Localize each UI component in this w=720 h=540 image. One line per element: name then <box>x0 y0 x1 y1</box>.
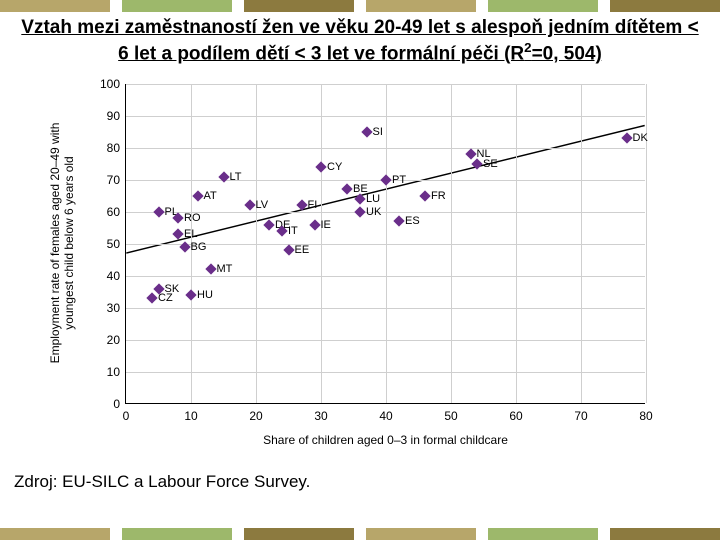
data-point <box>153 206 164 217</box>
data-point-label: CY <box>327 161 342 173</box>
data-point <box>244 200 255 211</box>
y-tick: 0 <box>113 397 120 411</box>
data-point <box>296 200 307 211</box>
data-point-label: FI <box>308 199 318 211</box>
x-tick: 10 <box>184 409 197 423</box>
x-tick: 70 <box>574 409 587 423</box>
data-point <box>341 184 352 195</box>
data-point-label: LV <box>256 199 269 211</box>
data-point-label: HU <box>197 289 213 301</box>
x-axis-label: Share of children aged 0–3 in formal chi… <box>263 433 508 447</box>
data-point-label: AT <box>204 190 217 202</box>
x-tick: 30 <box>314 409 327 423</box>
x-tick: 40 <box>379 409 392 423</box>
plot-area: Employment rate of females aged 20–49 wi… <box>125 84 645 404</box>
data-point-label: IE <box>321 219 331 231</box>
y-tick: 50 <box>107 237 120 251</box>
data-point-label: PT <box>392 174 406 186</box>
y-tick: 70 <box>107 173 120 187</box>
data-point <box>621 133 632 144</box>
y-tick: 10 <box>107 365 120 379</box>
scatter-chart: Employment rate of females aged 20–49 wi… <box>45 74 675 464</box>
data-point-label: EE <box>295 244 310 256</box>
data-point-label: SE <box>483 158 498 170</box>
data-point <box>205 264 216 275</box>
data-point-label: BG <box>191 241 207 253</box>
data-point-label: UK <box>366 206 381 218</box>
y-tick: 20 <box>107 333 120 347</box>
x-tick: 80 <box>639 409 652 423</box>
data-point <box>146 293 157 304</box>
data-point <box>465 149 476 160</box>
data-point-label: LT <box>230 171 242 183</box>
x-tick: 60 <box>509 409 522 423</box>
data-point <box>192 190 203 201</box>
x-tick: 20 <box>249 409 262 423</box>
data-point-label: ES <box>405 215 420 227</box>
x-tick: 50 <box>444 409 457 423</box>
data-point <box>263 219 274 230</box>
data-point <box>185 289 196 300</box>
data-point-label: FR <box>431 190 446 202</box>
data-point-label: EL <box>184 228 197 240</box>
data-point <box>393 216 404 227</box>
data-point-label: MT <box>217 263 233 275</box>
data-point <box>172 229 183 240</box>
y-tick: 100 <box>100 77 120 91</box>
y-tick: 90 <box>107 109 120 123</box>
data-point-label: DK <box>633 132 648 144</box>
data-point <box>419 190 430 201</box>
y-tick: 80 <box>107 141 120 155</box>
data-point-label: SI <box>373 126 383 138</box>
data-point <box>315 161 326 172</box>
top-stripe-bar <box>0 0 720 12</box>
data-point-label: IT <box>288 225 298 237</box>
y-tick: 60 <box>107 205 120 219</box>
data-point <box>361 126 372 137</box>
data-point <box>309 219 320 230</box>
source-caption: Zdroj: EU-SILC a Labour Force Survey. <box>0 464 720 496</box>
data-point <box>380 174 391 185</box>
y-tick: 30 <box>107 301 120 315</box>
data-point <box>354 206 365 217</box>
data-point-label: RO <box>184 212 201 224</box>
data-point-label: LU <box>366 193 380 205</box>
x-tick: 0 <box>123 409 130 423</box>
data-point-label: SK <box>165 283 180 295</box>
data-point <box>283 245 294 256</box>
y-tick: 40 <box>107 269 120 283</box>
slide-title: Vztah mezi zaměstnaností žen ve věku 20-… <box>0 12 720 72</box>
y-axis-label: Employment rate of females aged 20–49 wi… <box>48 83 76 403</box>
bottom-stripe-bar <box>0 528 720 540</box>
